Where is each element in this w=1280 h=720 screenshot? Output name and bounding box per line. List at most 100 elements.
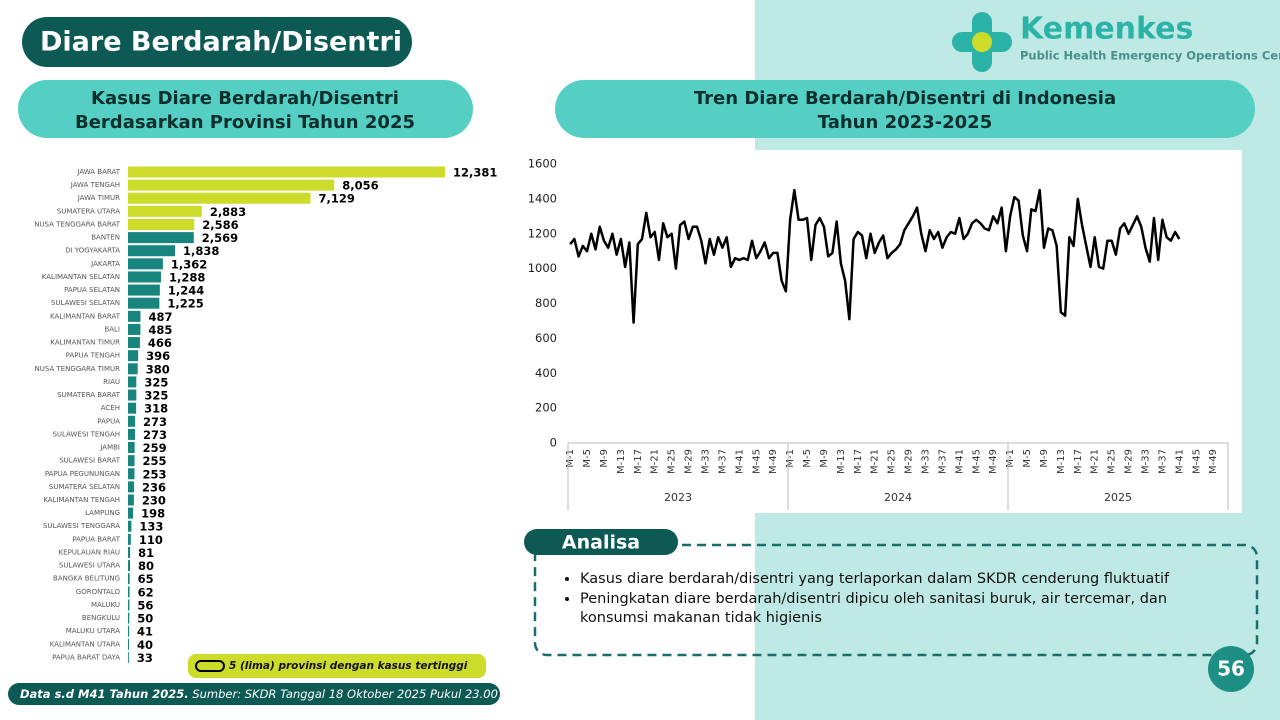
value-label: 466 [148,336,172,350]
value-label: 273 [143,415,167,429]
value-label: 2,883 [210,205,246,219]
x-tick-label: M-25 [667,449,678,474]
bar [128,415,135,427]
bar [128,612,130,624]
chart-header [18,80,473,138]
value-label: 487 [148,310,172,324]
value-label: 318 [144,402,168,416]
bar [128,363,138,375]
bar [128,284,160,296]
line-chart-area [520,150,1242,513]
x-tick-label: M-29 [684,449,695,474]
value-label: 33 [137,651,153,665]
value-label: 41 [137,625,153,639]
bar [128,560,131,572]
bar [128,179,335,191]
page-number-badge [1208,646,1254,692]
bar [128,651,129,663]
value-label: 133 [139,520,163,534]
category-label: JAWA BARAT [76,168,120,176]
value-label: 1,362 [171,257,207,271]
y-tick-label: 600 [535,331,557,345]
bar [128,481,135,493]
category-label: KEPULAUAN RIAU [59,548,120,556]
category-label: ACEH [101,404,120,412]
x-tick-label: M-29 [904,449,915,474]
x-tick-label: M-21 [650,449,661,474]
bar [128,376,137,388]
footer-note: Data s.d M41 Tahun 2025. [20,687,189,701]
chart-title: Kasus Diare Berdarah/Disentri [91,88,399,109]
x-tick-label: M-29 [1124,449,1135,474]
group-label: 2025 [1104,491,1132,504]
legend-symbol [195,660,225,672]
category-label: NUSA TENGGARA BARAT [34,220,121,228]
value-label: 236 [142,480,166,494]
bar [128,402,137,414]
x-tick-label: M-49 [768,449,779,474]
value-label: 230 [142,494,166,508]
x-tick-label: M-13 [1056,449,1067,474]
bar [128,192,311,204]
value-label: 396 [146,349,170,363]
value-label: 62 [138,585,154,599]
page-number: 56 [1217,657,1245,681]
category-label: BANTEN [91,234,120,242]
value-label: 1,838 [183,244,219,258]
category-label: GORONTALO [76,588,121,596]
y-tick-label: 1400 [528,191,557,205]
category-label: KALIMANTAN BARAT [50,312,121,320]
bar [128,310,141,322]
value-label: 8,056 [342,179,378,193]
category-label: SULAWESI BARAT [59,457,121,465]
footer-source: Sumber: SKDR Tanggal 18 Oktober 2025 Puk… [192,687,525,701]
y-tick-label: 400 [535,366,557,380]
analysis-point: Kasus diare berdarah/disentri yang terla… [580,570,1238,589]
value-label: 50 [137,612,153,626]
group-label: 2024 [884,491,912,504]
x-tick-label: M-5 [802,449,813,468]
title-pill [22,17,412,67]
y-tick-label: 1200 [528,226,557,240]
bar [128,638,130,650]
category-label: PAPUA [97,417,120,425]
category-label: SULAWESI UTARA [59,562,120,570]
bar [128,573,130,585]
value-label: 325 [144,375,168,389]
x-tick-label: M-5 [1022,449,1033,468]
analysis-points: Kasus diare berdarah/disentri yang terla… [548,570,1238,629]
bar [128,428,135,440]
category-label: JAMBI [99,444,120,452]
category-label: SUMATERA SELATAN [49,483,120,491]
chart-header [555,80,1255,138]
category-label: MALUKU [91,601,120,609]
analysis-pill [524,529,678,555]
category-label: PAPUA SELATAN [64,286,120,294]
value-label: 1,288 [169,270,205,284]
value-label: 56 [137,598,153,612]
footer: Data s.d M41 Tahun 2025. Sumber: SKDR Ta… [8,683,524,705]
category-label: KALIMANTAN UTARA [50,640,120,648]
y-tick-label: 200 [535,401,557,415]
bar [128,507,134,519]
bar [128,586,130,598]
x-tick-label: M-45 [1191,449,1202,474]
logo-name: Kemenkes [1020,12,1193,47]
value-label: 7,129 [319,192,355,206]
value-label: 65 [138,572,154,586]
bar [128,625,130,637]
value-label: 81 [138,546,154,560]
category-label: MALUKU UTARA [66,627,120,635]
bar [128,520,132,532]
logo-mark [952,12,1012,72]
trend-line [569,188,1181,324]
x-tick-label: M-49 [988,449,999,474]
chart-title: Tahun 2023-2025 [818,112,992,133]
category-label: JAKARTA [90,260,120,268]
y-tick-label: 1600 [528,157,557,171]
category-label: SULAWESI TENGGARA [43,522,120,530]
category-label: KALIMANTAN TIMUR [50,339,120,347]
bar [128,166,445,178]
